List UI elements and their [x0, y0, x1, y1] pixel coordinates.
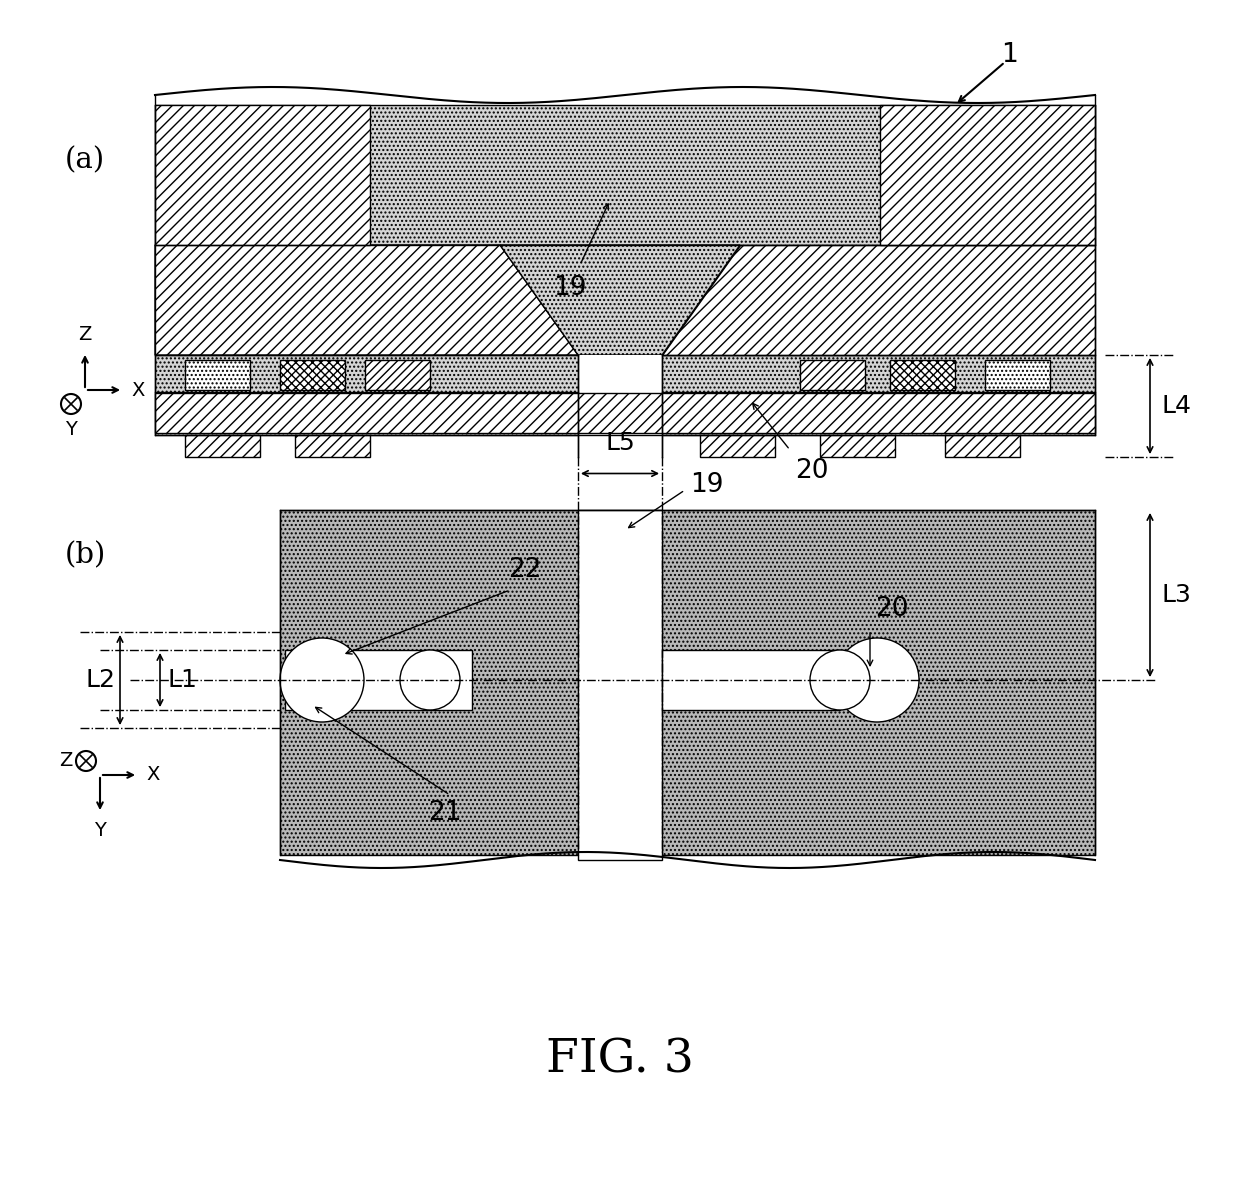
Bar	[578, 510, 662, 859]
Text: X: X	[131, 380, 144, 399]
Bar	[280, 360, 345, 390]
Bar	[155, 105, 370, 246]
Circle shape	[401, 650, 460, 710]
Text: (a): (a)	[64, 145, 105, 174]
Polygon shape	[500, 246, 740, 355]
Text: 22: 22	[508, 557, 542, 583]
Text: Y: Y	[64, 420, 77, 439]
Text: L2: L2	[86, 668, 115, 693]
Text: (b): (b)	[64, 541, 107, 569]
Bar	[800, 360, 866, 390]
Text: L3: L3	[1162, 583, 1192, 607]
Text: L4: L4	[1162, 395, 1192, 418]
Bar	[985, 360, 1050, 390]
Circle shape	[76, 751, 95, 771]
Bar	[155, 393, 1095, 433]
Text: 19: 19	[689, 472, 723, 498]
Text: Z: Z	[58, 751, 72, 770]
Bar	[185, 435, 260, 457]
Text: 19: 19	[553, 275, 587, 302]
Text: L1: L1	[167, 668, 198, 693]
Bar	[285, 650, 472, 710]
Bar	[820, 435, 895, 457]
Bar	[945, 435, 1021, 457]
Bar	[701, 435, 775, 457]
Bar	[295, 435, 370, 457]
Circle shape	[280, 638, 365, 722]
Text: 20: 20	[875, 596, 909, 622]
Bar	[155, 355, 1095, 435]
Text: 21: 21	[428, 800, 461, 826]
Text: L5: L5	[605, 432, 635, 455]
Text: Z: Z	[78, 325, 92, 344]
Bar	[578, 355, 662, 462]
Bar	[280, 510, 1095, 855]
Text: FIG. 3: FIG. 3	[546, 1037, 694, 1082]
Circle shape	[835, 638, 919, 722]
Bar	[185, 360, 250, 390]
Bar	[662, 650, 839, 710]
Polygon shape	[155, 246, 578, 355]
Bar	[880, 105, 1095, 246]
Bar	[365, 360, 430, 390]
Text: 1: 1	[1002, 42, 1018, 68]
Text: 20: 20	[795, 458, 828, 484]
Text: X: X	[146, 765, 160, 784]
Bar	[155, 105, 1095, 246]
Circle shape	[810, 650, 870, 710]
Bar	[890, 360, 955, 390]
Polygon shape	[662, 246, 1095, 355]
Text: Y: Y	[94, 821, 105, 840]
Circle shape	[61, 395, 81, 414]
